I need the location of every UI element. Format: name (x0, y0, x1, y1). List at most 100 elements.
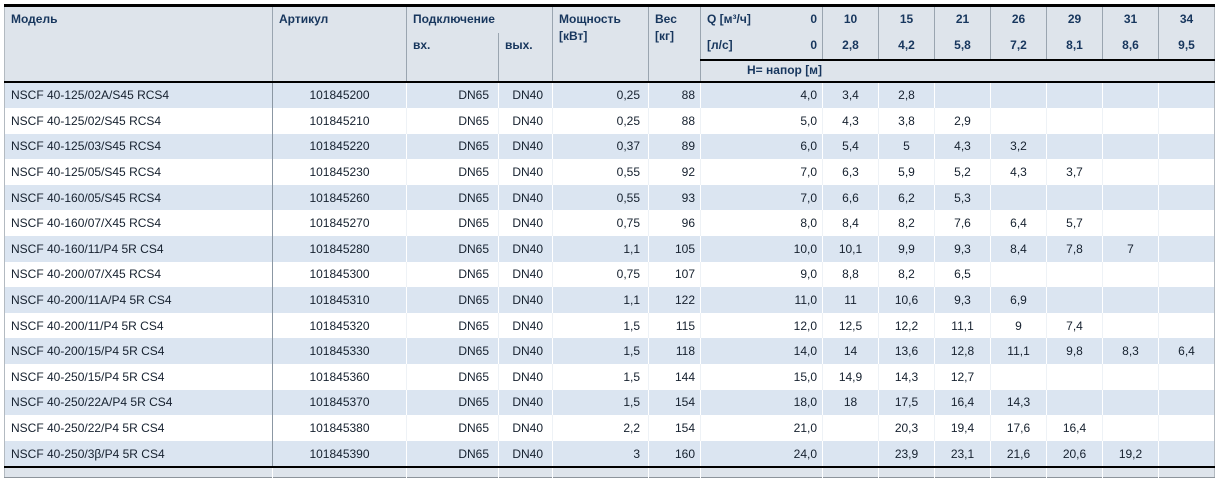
head-q15-cell: 9,9 (878, 236, 935, 262)
model-cell: NSCF 40-125/02/S45 RCS4 (4, 108, 273, 134)
head-q21-cell: 2,9 (934, 108, 991, 134)
outlet-cell: DN40 (497, 261, 553, 288)
head-q31-cell (1102, 184, 1159, 211)
pump-row: NSCF 40-125/02A/S45 RCS4 101845200 DN65 … (4, 81, 1215, 109)
head-q10-cell: 5,4 (822, 133, 879, 160)
article-cell: 101845300 (272, 261, 407, 288)
head-q15-cell: 8,2 (878, 261, 935, 288)
head-q10-cell: 8,8 (822, 261, 879, 288)
power-cell: 3 (552, 440, 649, 468)
head-q0-cell: 7,0 (700, 159, 823, 185)
head-q21-cell: 12,7 (934, 364, 991, 390)
head-q15-cell: 17,5 (878, 389, 935, 416)
power-cell: 0,75 (552, 261, 649, 288)
model-cell: NSCF 40-200/11/P4 5R CS4 (4, 312, 273, 339)
inlet-cell: DN65 (406, 364, 499, 390)
weight-cell: 160 (648, 440, 701, 468)
head-q31-cell (1102, 415, 1159, 441)
head-q0-cell: 6,0 (700, 133, 823, 160)
weight-cell: 89 (648, 133, 701, 160)
model-cell: NSCF 40-250/22/P4 5R CS4 (4, 415, 273, 441)
weight-cell: 154 (648, 415, 701, 441)
footer-cell (552, 466, 649, 478)
head-q21-cell: 7,6 (934, 210, 991, 237)
col-header-ls42: 4,2 (878, 32, 935, 60)
article-cell: 101845270 (272, 210, 407, 237)
outlet-cell: DN40 (497, 312, 553, 339)
article-cell: 101845330 (272, 338, 407, 365)
head-q26-cell (990, 81, 1047, 109)
head-q29-cell: 3,7 (1046, 159, 1103, 185)
pump-row: NSCF 40-250/15/P4 5R CS4 101845360 DN65 … (4, 364, 1215, 390)
head-q0-cell: 8,0 (700, 210, 823, 237)
head-q21-cell: 6,5 (934, 261, 991, 288)
head-q29-cell (1046, 261, 1103, 288)
footer-cell (1046, 466, 1103, 478)
outlet-cell: DN40 (497, 338, 553, 365)
footer-cell (406, 466, 499, 478)
head-q26-cell: 9 (990, 312, 1047, 339)
article-cell: 101845200 (272, 81, 407, 109)
article-cell: 101845260 (272, 184, 407, 211)
inlet-cell: DN65 (406, 440, 499, 468)
model-cell: NSCF 40-200/15/P4 5R CS4 (4, 338, 273, 365)
outlet-cell: DN40 (497, 108, 553, 134)
head-q21-cell: 9,3 (934, 236, 991, 262)
head-q21-cell: 12,8 (934, 338, 991, 365)
head-q0-cell: 5,0 (700, 108, 823, 134)
inlet-cell: DN65 (406, 338, 499, 365)
col-header-weight: Вес [кг] (648, 5, 701, 83)
outlet-cell: DN40 (497, 210, 553, 237)
article-cell: 101845220 (272, 133, 407, 160)
col-header-article: Артикул (272, 5, 407, 83)
article-cell: 101845390 (272, 440, 407, 468)
col-header-q10: 10 (822, 5, 879, 33)
weight-cell: 118 (648, 338, 701, 365)
head-q29-cell (1046, 287, 1103, 313)
head-q15-cell: 10,6 (878, 287, 935, 313)
table-header: Модель Артикул Подключение Мощность [кВт… (4, 5, 1215, 83)
table-body: NSCF 40-125/02A/S45 RCS4 101845200 DN65 … (4, 81, 1215, 468)
inlet-cell: DN65 (406, 389, 499, 416)
weight-cell: 96 (648, 210, 701, 237)
head-q31-cell (1102, 389, 1159, 416)
outlet-cell: DN40 (497, 287, 553, 313)
head-q34-cell: 6,4 (1158, 338, 1215, 365)
inlet-cell: DN65 (406, 236, 499, 262)
col-header-q21: 21 (934, 5, 991, 33)
q-ls-label: [л/с] (707, 37, 733, 52)
head-q10-cell (822, 415, 879, 441)
head-q21-cell: 5,2 (934, 159, 991, 185)
power-cell: 0,37 (552, 133, 649, 160)
head-q10-cell: 11 (822, 287, 879, 313)
q-m3h-label: Q [м³/ч] (707, 12, 751, 26)
pump-row: NSCF 40-200/11A/P4 5R CS4 101845310 DN65… (4, 287, 1215, 313)
power-cell: 0,55 (552, 184, 649, 211)
head-q26-cell: 8,4 (990, 236, 1047, 262)
head-q26-cell: 14,3 (990, 389, 1047, 416)
head-q29-cell: 5,7 (1046, 210, 1103, 237)
weight-cell: 115 (648, 312, 701, 339)
weight-unit-label: [кг] (655, 29, 675, 43)
head-q21-cell: 19,4 (934, 415, 991, 441)
head-q0-cell: 10,0 (700, 236, 823, 262)
head-q10-cell: 8,4 (822, 210, 879, 237)
col-header-q31: 31 (1102, 5, 1159, 33)
col-header-ls86: 8,6 (1102, 32, 1159, 60)
head-q26-cell: 4,3 (990, 159, 1047, 185)
head-q29-cell: 20,6 (1046, 440, 1103, 468)
head-q0-cell: 15,0 (700, 364, 823, 390)
inlet-cell: DN65 (406, 287, 499, 313)
head-q15-cell: 5,9 (878, 159, 935, 185)
head-q0-cell: 12,0 (700, 312, 823, 339)
article-cell: 101845280 (272, 236, 407, 262)
head-q0-cell: 24,0 (700, 440, 823, 468)
q-ls-zero: 0 (810, 37, 818, 52)
weight-cell: 144 (648, 364, 701, 390)
head-q31-cell (1102, 210, 1159, 237)
head-q34-cell (1158, 159, 1215, 185)
head-q21-cell: 9,3 (934, 287, 991, 313)
head-q34-cell (1158, 184, 1215, 211)
col-header-ls72: 7,2 (990, 32, 1047, 60)
outlet-cell: DN40 (497, 133, 553, 160)
